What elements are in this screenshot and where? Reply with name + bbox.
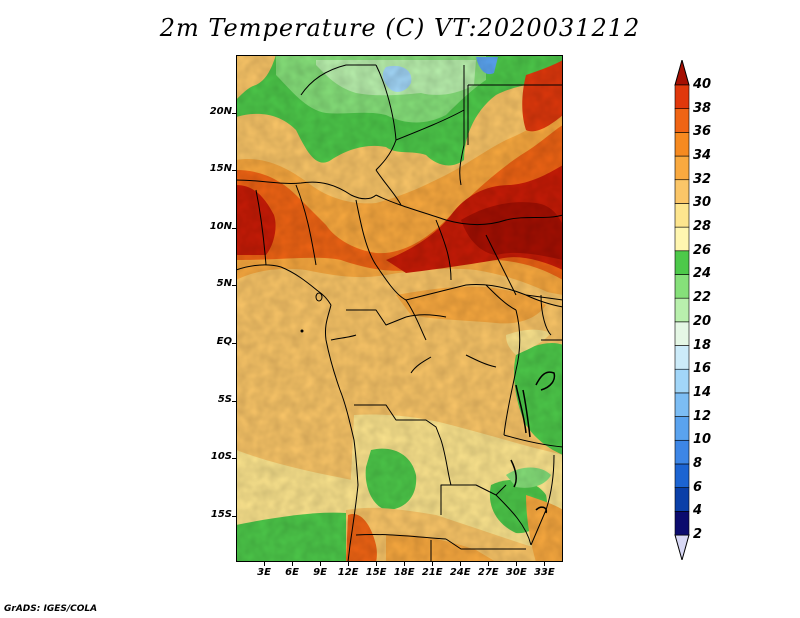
- footer-credit: GrADS: IGES/COLA: [4, 604, 98, 614]
- colorbar-bin: [674, 487, 690, 512]
- lat-tick-mark: [232, 515, 236, 517]
- lat-tick-mark: [232, 343, 236, 345]
- lon-tick-mark: [292, 562, 294, 566]
- colorbar-level-label: 38: [693, 100, 712, 116]
- colorbar-bin: [674, 203, 690, 228]
- lat-tick-label: 15S: [210, 508, 232, 520]
- colorbar-bin: [674, 132, 690, 157]
- lon-tick-mark: [376, 562, 378, 566]
- colorbar-bin: [674, 345, 690, 370]
- lon-tick-mark: [264, 562, 266, 566]
- colorbar-bin: [674, 463, 690, 488]
- colorbar-level-label: 32: [693, 171, 712, 187]
- colorbar-level-label: 24: [693, 266, 712, 282]
- colorbar: [674, 60, 690, 560]
- colorbar-level-label: 12: [693, 408, 712, 424]
- lon-tick-label: 21E: [421, 567, 443, 578]
- lat-tick-mark: [232, 170, 236, 172]
- bioko-island: [315, 292, 323, 302]
- colorbar-bin: [674, 416, 690, 441]
- lon-tick-label: 6E: [285, 567, 299, 578]
- colorbar-bin: [674, 439, 690, 465]
- lon-tick-label: 33E: [533, 567, 555, 578]
- lat-tick-mark: [232, 400, 236, 402]
- lon-tick-label: 12E: [337, 567, 359, 578]
- lon-tick-mark: [320, 562, 322, 566]
- lat-tick-mark: [232, 458, 236, 460]
- sao-tome-island: [300, 329, 304, 333]
- lon-tick-mark: [516, 562, 518, 566]
- colorbar-level-label: 20: [693, 313, 712, 329]
- colorbar-bin: [674, 274, 690, 299]
- colorbar-bin: [674, 226, 690, 252]
- colorbar-level-label: 18: [693, 337, 712, 353]
- lon-tick-mark: [460, 562, 462, 566]
- colorbar-level-label: 14: [693, 384, 712, 400]
- colorbar-level-label: 30: [693, 195, 712, 211]
- colorbar-bin: [674, 368, 690, 394]
- colorbar-level-label: 28: [693, 219, 712, 235]
- lat-tick-mark: [232, 112, 236, 114]
- colorbar-level-label: 10: [693, 432, 712, 448]
- colorbar-level-label: 40: [693, 77, 712, 92]
- lat-tick-mark: [232, 285, 236, 287]
- noise-texture: [236, 55, 563, 562]
- colorbar-bin: [674, 179, 690, 204]
- colorbar-bottom-triangle: [674, 534, 690, 560]
- colorbar-level-label: 36: [693, 124, 712, 140]
- colorbar-bin: [674, 155, 690, 181]
- colorbar-level-label: 8: [693, 455, 703, 471]
- colorbar-bin: [674, 108, 690, 133]
- country-borders: [236, 64, 563, 562]
- lat-tick-mark: [232, 227, 236, 229]
- map-frame: [236, 55, 563, 562]
- colorbar-bin: [674, 392, 690, 417]
- lat-tick-label: 5N: [216, 278, 232, 290]
- colorbar-bin: [674, 84, 690, 109]
- lat-tick-label: 10S: [210, 451, 232, 463]
- lon-tick-label: 27E: [477, 567, 499, 578]
- temperature-map: [236, 55, 563, 562]
- colorbar-bin: [674, 511, 690, 536]
- colorbar-level-label: 4: [693, 503, 703, 519]
- lon-tick-label: 30E: [505, 567, 527, 578]
- lon-tick-label: 24E: [449, 567, 471, 578]
- lon-tick-mark: [544, 562, 546, 566]
- lon-tick-mark: [432, 562, 434, 566]
- colorbar-level-label: 2: [693, 527, 703, 542]
- lon-tick-mark: [404, 562, 406, 566]
- colorbar-bin: [674, 321, 690, 346]
- colorbar-level-label: 6: [693, 479, 703, 495]
- lat-tick-label: 15N: [209, 163, 232, 175]
- lon-tick-label: 15E: [365, 567, 387, 578]
- lon-tick-mark: [348, 562, 350, 566]
- colorbar-level-label: 26: [693, 242, 712, 258]
- colorbar-level-label: 34: [693, 148, 712, 164]
- lon-tick-label: 3E: [257, 567, 271, 578]
- lat-tick-label: 20N: [209, 105, 232, 117]
- lon-tick-label: 9E: [313, 567, 327, 578]
- lat-tick-label: 5S: [217, 393, 232, 405]
- colorbar-level-label: 22: [693, 290, 712, 306]
- colorbar-level-label: 16: [693, 361, 712, 377]
- lon-tick-label: 18E: [393, 567, 415, 578]
- lat-tick-label: 10N: [209, 220, 232, 232]
- colorbar-bin: [674, 250, 690, 275]
- lat-tick-label: EQ: [216, 336, 232, 348]
- lon-tick-mark: [488, 562, 490, 566]
- colorbar-bin: [674, 297, 690, 323]
- map-title: 2m Temperature (C) VT:2020031212: [159, 14, 641, 42]
- colorbar-top-triangle: [674, 60, 690, 86]
